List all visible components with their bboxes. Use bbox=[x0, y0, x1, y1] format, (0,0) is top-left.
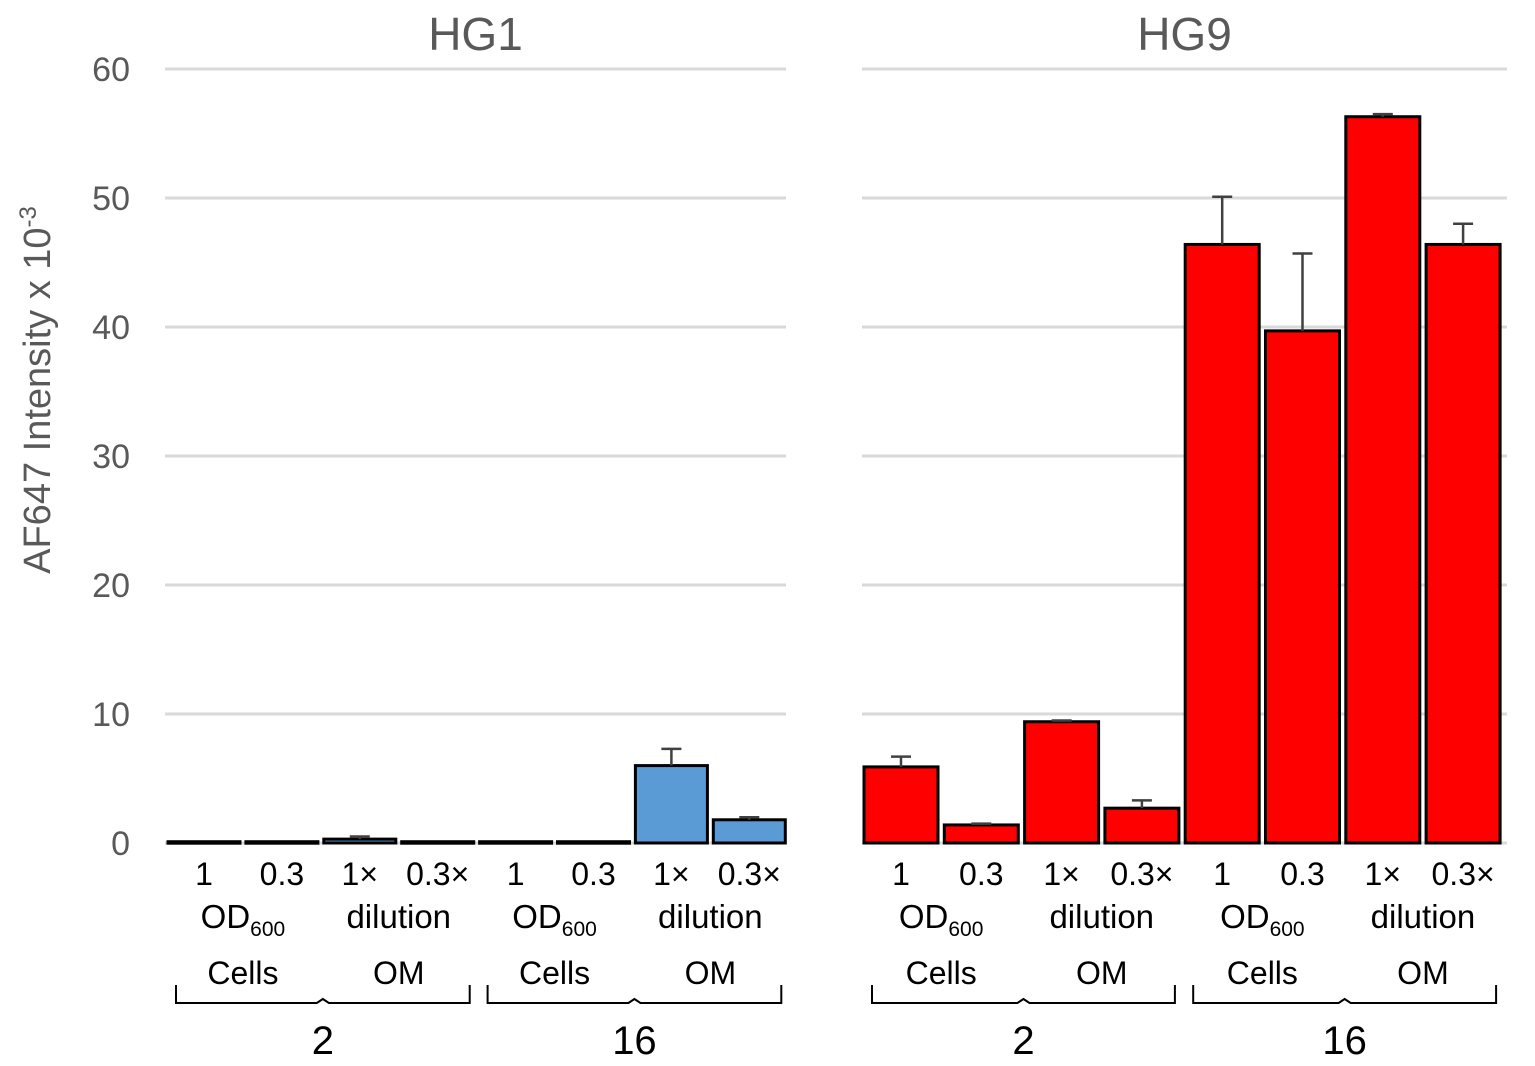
category-label: 0.3 bbox=[571, 856, 615, 892]
y-tick-label: 40 bbox=[92, 309, 130, 347]
time-label: 2 bbox=[312, 1019, 334, 1063]
cell-type-label: Cells bbox=[519, 955, 590, 991]
panel-title: HG9 bbox=[1137, 8, 1232, 60]
cell-type-label: Cells bbox=[1227, 955, 1298, 991]
category-label: 1× bbox=[342, 856, 378, 892]
y-tick-label: 30 bbox=[92, 438, 130, 476]
bar bbox=[1183, 242, 1261, 845]
bar bbox=[633, 764, 709, 845]
bar bbox=[711, 818, 787, 845]
bar bbox=[478, 840, 554, 845]
y-tick-label: 20 bbox=[92, 567, 130, 605]
y-tick-label: 60 bbox=[92, 51, 130, 89]
bar bbox=[322, 837, 398, 845]
group-label: dilution bbox=[346, 898, 451, 935]
group-label: dilution bbox=[1371, 898, 1476, 935]
bar bbox=[1264, 329, 1341, 845]
time-bracket bbox=[1192, 985, 1498, 1004]
bar bbox=[862, 765, 940, 845]
bar bbox=[556, 840, 631, 845]
time-bracket bbox=[871, 985, 1176, 1004]
y-tick-label: 50 bbox=[92, 180, 130, 218]
time-bracket bbox=[175, 985, 471, 1004]
category-label: 1 bbox=[892, 856, 910, 892]
category-label: 1× bbox=[1365, 856, 1401, 892]
time-bracket bbox=[486, 985, 783, 1004]
bar bbox=[1023, 720, 1101, 845]
bar bbox=[1344, 115, 1422, 845]
category-label: 0.3× bbox=[406, 856, 469, 892]
category-label: 0.3 bbox=[1280, 856, 1324, 892]
cell-type-label: Cells bbox=[207, 955, 278, 991]
y-tick-label: 0 bbox=[111, 825, 130, 863]
group-label: OD600 bbox=[899, 898, 984, 941]
cell-type-label: OM bbox=[1397, 955, 1449, 991]
cell-type-label: OM bbox=[1076, 955, 1128, 991]
category-label: 0.3 bbox=[959, 856, 1003, 892]
bar bbox=[942, 823, 1020, 845]
category-label: 1 bbox=[1213, 856, 1231, 892]
group-label: dilution bbox=[1049, 898, 1154, 935]
category-label: 0.3× bbox=[718, 856, 781, 892]
group-label: OD600 bbox=[512, 898, 597, 941]
panels: HG1 1 0.3 1× 0.3× 1 0.3 1× 0.3× OD600 dilution OD60… bbox=[166, 8, 1502, 1063]
group-label: dilution bbox=[658, 898, 763, 935]
bar bbox=[1424, 242, 1502, 845]
category-label: 0.3× bbox=[1110, 856, 1173, 892]
bar bbox=[166, 840, 242, 845]
category-label: 1 bbox=[195, 856, 213, 892]
cell-type-label: OM bbox=[685, 955, 737, 991]
group-label: OD600 bbox=[1220, 898, 1305, 941]
group-label: OD600 bbox=[201, 898, 286, 941]
time-label: 2 bbox=[1012, 1019, 1034, 1063]
bar bbox=[1103, 806, 1181, 845]
category-label: 1× bbox=[653, 856, 689, 892]
category-label: 0.3× bbox=[1432, 856, 1495, 892]
y-axis-label: AF647 Intensity x 10-3 bbox=[15, 206, 59, 574]
time-label: 16 bbox=[612, 1019, 657, 1063]
time-label: 16 bbox=[1322, 1019, 1367, 1063]
y-axis-ticks: 0 10 20 30 40 50 60 bbox=[92, 51, 130, 863]
panel-hg1: HG1 1 0.3 1× 0.3× 1 0.3 1× 0.3× OD600 dilution OD60… bbox=[166, 8, 787, 1063]
panel-hg9: HG9 1 0.3 1× 0.3× 1 0.3 1× 0.3× OD600 dilution OD60… bbox=[862, 8, 1502, 1063]
bar bbox=[400, 840, 476, 845]
y-tick-label: 10 bbox=[92, 696, 130, 734]
panel-title: HG1 bbox=[428, 8, 523, 60]
category-label: 1× bbox=[1043, 856, 1079, 892]
cell-type-label: Cells bbox=[906, 955, 977, 991]
cell-type-label: OM bbox=[373, 955, 425, 991]
category-label: 1 bbox=[507, 856, 525, 892]
bar bbox=[244, 840, 320, 845]
category-label: 0.3 bbox=[260, 856, 304, 892]
